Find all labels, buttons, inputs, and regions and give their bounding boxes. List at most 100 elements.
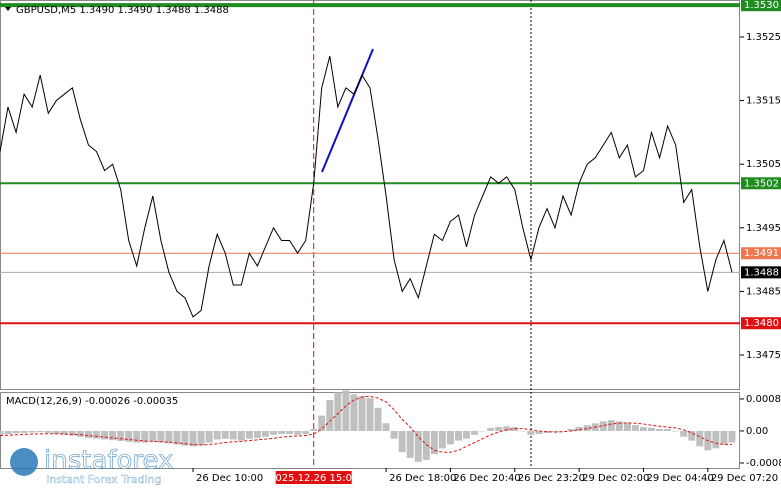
macd-bar (44, 430, 52, 433)
macd-bar (269, 430, 277, 435)
macd-bar (648, 427, 656, 431)
level-label-box (741, 317, 781, 330)
macd-bar (157, 430, 165, 443)
macd-bar (213, 430, 221, 440)
level-label-box (741, 266, 781, 279)
macd-bar (109, 430, 117, 441)
macd-bar (68, 430, 76, 436)
macd-bar (229, 430, 237, 440)
macd-bar (487, 427, 495, 431)
macd-bar (446, 430, 454, 445)
watermark-tagline: Instant Forex Trading (46, 473, 162, 486)
macd-bar (575, 427, 583, 431)
cursor-label: 2025.12.26 15:00 (269, 473, 358, 484)
macd-bar (165, 430, 173, 444)
macd-bar (60, 430, 68, 435)
watermark-text: instaforex (44, 446, 173, 476)
macd-bar (342, 390, 350, 431)
macd-bar (680, 430, 688, 437)
x-tick-label: 26 Dec 18:00 (389, 473, 456, 484)
level-label-box (741, 0, 781, 12)
level-label: 1.3502 (744, 178, 779, 189)
macd-bar (414, 430, 422, 462)
macd-bar (133, 430, 141, 443)
y-tick-label: 1.3505 (746, 159, 781, 170)
macd-bar (318, 415, 326, 431)
macd-bar (607, 420, 615, 431)
macd-bar (326, 400, 334, 431)
macd-bar (197, 430, 205, 446)
macd-bar (278, 430, 286, 435)
watermark: instaforex Instant Forex Trading (10, 445, 174, 486)
macd-bar (479, 430, 487, 432)
macd-bar (583, 425, 591, 431)
macd-bar (358, 396, 366, 431)
macd-bar (599, 421, 607, 431)
level-label: 1.3488 (744, 267, 779, 278)
macd-bar (631, 425, 639, 431)
macd-bar (181, 430, 189, 446)
macd-bar (205, 430, 213, 443)
level-label-box (741, 177, 781, 190)
macd-bar (237, 430, 245, 441)
macd-bar (84, 430, 92, 438)
macd-bar (173, 430, 181, 445)
macd-bar (374, 407, 382, 431)
macd-bar (149, 430, 157, 442)
macd-bar (36, 430, 44, 433)
macd-bar (454, 430, 462, 441)
trend-line (321, 48, 374, 173)
macd-bar (117, 430, 125, 441)
macd-bar (623, 422, 631, 431)
macd-bar (294, 430, 302, 435)
macd-bar (302, 430, 310, 435)
macd-bar (559, 430, 567, 432)
macd-bar (245, 430, 253, 439)
y-tick-label: -0.00083 (746, 458, 781, 469)
level-label: 1.3530 (744, 0, 779, 11)
macd-bar (141, 430, 149, 443)
macd-bar (253, 430, 261, 438)
y-tick-label: 1.3495 (746, 223, 781, 234)
macd-bar (519, 430, 527, 432)
level-label: 1.3480 (744, 318, 779, 329)
macd-bar (712, 430, 720, 449)
macd-bar (310, 429, 318, 431)
macd-bar (672, 430, 680, 432)
macd-bar (189, 430, 197, 447)
level-label: 1.3491 (744, 248, 779, 259)
macd-bar (125, 430, 133, 442)
x-tick-label: 29 Dec 04:40 (646, 473, 713, 484)
macd-bar (688, 430, 696, 441)
macd-bar (4, 430, 12, 435)
macd-bar (406, 430, 414, 458)
macd-bar (438, 430, 446, 449)
macd-bar (471, 430, 479, 435)
macd-bar (76, 430, 84, 437)
macd-bar (20, 430, 28, 433)
macd-bar (463, 430, 471, 439)
macd-bar (52, 430, 60, 435)
macd-bar (639, 427, 647, 431)
x-tick-label: 29 Dec 02:00 (582, 473, 649, 484)
watermark-logo (10, 448, 38, 476)
macd-bar (398, 430, 406, 453)
chart-title: GBPUSD,M5 1.3490 1.3490 1.3488 1.3488 (16, 5, 229, 16)
x-tick-label: 26 Dec 23:20 (518, 473, 585, 484)
macd-bar (656, 429, 664, 431)
macd-bar (535, 430, 543, 435)
macd-bar (366, 398, 374, 431)
macd-bar (350, 394, 358, 431)
macd-bar (551, 430, 559, 433)
cursor-label-box (275, 471, 352, 484)
y-tick-label: 0.00083 (746, 394, 781, 405)
macd-bar (495, 427, 503, 431)
main-panel-frame (0, 0, 740, 390)
macd-bar (615, 421, 623, 431)
macd-bar (567, 429, 575, 431)
y-tick-label: 1.3485 (746, 286, 781, 297)
title-arrow (5, 7, 11, 11)
signal-line (0, 395, 732, 453)
